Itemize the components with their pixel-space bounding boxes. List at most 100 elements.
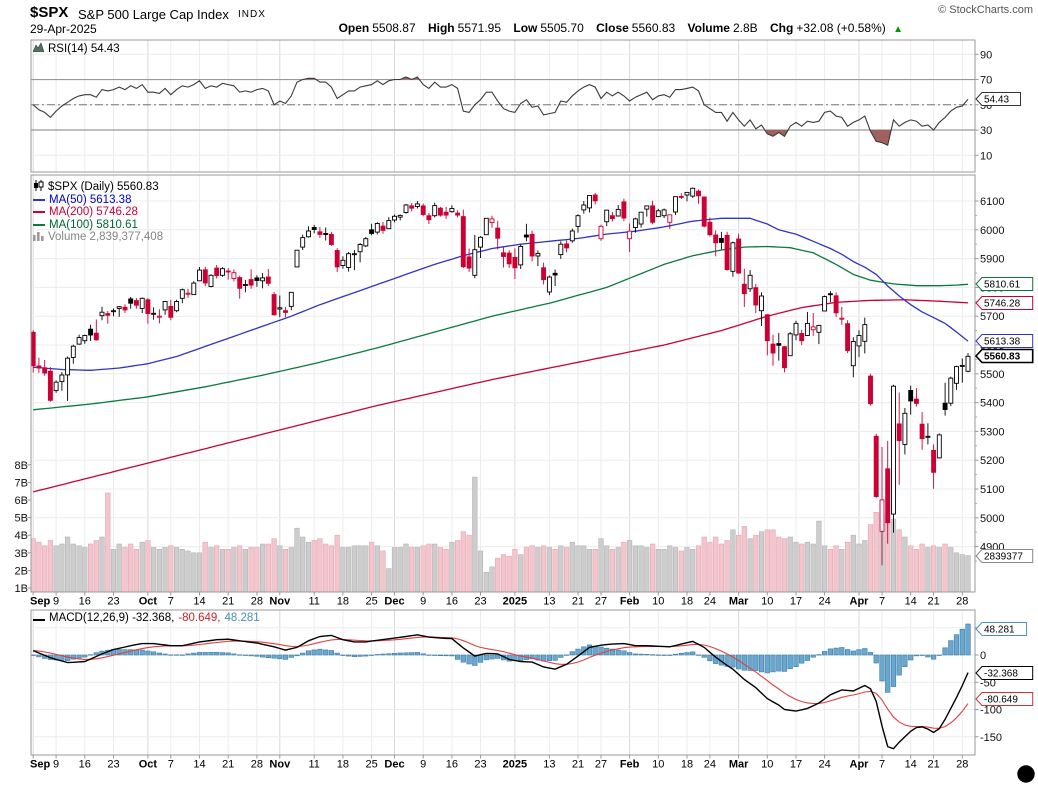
svg-text:Nov: Nov: [269, 596, 291, 608]
svg-text:8B: 8B: [15, 460, 28, 472]
ma200-legend-label: MA(200) 5746.28: [49, 206, 138, 218]
ticker-exchange: INDX: [238, 9, 266, 20]
svg-text:4B: 4B: [15, 530, 28, 542]
svg-text:2025: 2025: [503, 759, 527, 771]
ma100-line-swatch: [33, 223, 45, 226]
candlestick-icon: [33, 180, 44, 195]
ticker-symbol: $SPX: [30, 4, 69, 21]
price-callout: 5810.61: [975, 277, 1034, 291]
svg-text:0: 0: [980, 650, 986, 662]
svg-text:24: 24: [704, 596, 716, 608]
price-panel: [30, 174, 976, 593]
close-label: Close: [596, 21, 629, 35]
svg-text:9: 9: [420, 759, 426, 771]
svg-text:Sep: Sep: [30, 759, 50, 771]
svg-text:21: 21: [572, 596, 584, 608]
svg-text:5746.28: 5746.28: [984, 299, 1021, 310]
svg-text:Apr: Apr: [850, 759, 870, 771]
macd-line: [32, 634, 969, 750]
svg-text:10: 10: [652, 596, 664, 608]
svg-text:23: 23: [107, 596, 119, 608]
volume-layer: [30, 476, 971, 593]
svg-text:21: 21: [572, 759, 584, 771]
volume-axis-labels: 8B 7B 6B 5B 4B 3B 2B 1B: [15, 460, 31, 595]
svg-text:2025: 2025: [503, 596, 527, 608]
svg-text:10: 10: [980, 150, 992, 162]
macd-legend-label: MACD(12,26,9) -32.368,: [49, 612, 175, 624]
svg-text:Apr: Apr: [850, 596, 870, 608]
price-callout: 5560.83: [974, 348, 1034, 364]
price-callout: 5746.28: [975, 296, 1034, 310]
svg-text:24: 24: [704, 759, 716, 771]
svg-text:48.281: 48.281: [984, 625, 1015, 636]
svg-text:18: 18: [681, 759, 693, 771]
ma100-legend-label: MA(100) 5810.61: [49, 218, 138, 231]
x-axis-lower: Sep 9 16 23 Oct 7 14 21 28 Nov 11 18 25 Dec 9 16 23 2025 1…: [30, 755, 968, 771]
svg-text:11: 11: [308, 759, 319, 771]
svg-text:9: 9: [53, 596, 59, 608]
svg-text:90: 90: [980, 49, 992, 61]
rsi-line: [32, 76, 969, 146]
svg-text:14: 14: [193, 596, 205, 608]
ohlc-quote-row: Open 5508.87 High 5571.95 Low 5505.70 Close…: [330, 21, 903, 35]
ma100-line: [33, 245, 969, 411]
svg-text:16: 16: [79, 759, 91, 771]
svg-text:Oct: Oct: [139, 596, 158, 608]
rsi-legend-label: RSI(14) 54.43: [48, 43, 120, 55]
svg-text:Dec: Dec: [384, 759, 404, 771]
svg-text:13: 13: [543, 759, 555, 771]
ma50-legend-label: MA(50) 5613.38: [49, 193, 132, 206]
svg-text:70: 70: [980, 75, 992, 87]
volume-legend-label: Volume 2,839,377,408: [48, 231, 164, 243]
macd-signal-line: [33, 636, 969, 729]
macd-histogram: [30, 623, 971, 693]
svg-text:5100: 5100: [980, 484, 1004, 496]
svg-text:Dec: Dec: [384, 596, 404, 608]
macd-line-swatch: [33, 619, 45, 621]
open-label: Open: [338, 21, 370, 35]
svg-text:Mar: Mar: [729, 596, 749, 608]
vertical-gridlines: [32, 40, 963, 755]
svg-text:5700: 5700: [980, 311, 1004, 323]
symbol-legend-label: $SPX (Daily) 5560.83: [48, 181, 159, 193]
svg-text:Nov: Nov: [269, 759, 291, 771]
low-label: Low: [513, 21, 538, 35]
svg-text:23: 23: [107, 759, 119, 771]
svg-text:17: 17: [790, 596, 802, 608]
svg-text:16: 16: [79, 596, 91, 608]
candles-layer: [30, 187, 971, 566]
svg-text:5500: 5500: [980, 369, 1004, 381]
macd-signal-value: -80.649,: [178, 612, 221, 624]
svg-text:5200: 5200: [980, 455, 1004, 467]
svg-text:5560.83: 5560.83: [984, 352, 1021, 363]
price-legend: $SPX (Daily) 5560.83 MA(50) 5613.38 MA(2…: [33, 180, 164, 245]
chg-up-arrow-icon: ▲: [893, 24, 903, 35]
svg-text:5300: 5300: [980, 426, 1004, 438]
svg-text:Oct: Oct: [139, 759, 158, 771]
svg-text:Feb: Feb: [620, 596, 640, 608]
svg-text:-150: -150: [980, 732, 1002, 744]
rsi-panel: [30, 39, 976, 173]
svg-text:10: 10: [652, 759, 664, 771]
svg-text:-50: -50: [980, 677, 996, 689]
ma50-line-swatch: [33, 198, 45, 201]
svg-text:21: 21: [222, 759, 234, 771]
svg-text:18: 18: [681, 596, 693, 608]
macd-axis-labels: 500-50-100-150: [975, 623, 1002, 744]
svg-text:10: 10: [761, 759, 773, 771]
svg-text:2B: 2B: [15, 565, 28, 577]
svg-text:11: 11: [308, 596, 319, 608]
svg-text:14: 14: [193, 759, 205, 771]
svg-text:16: 16: [446, 596, 458, 608]
svg-text:Feb: Feb: [620, 759, 640, 771]
svg-text:14: 14: [905, 759, 917, 771]
high-label: High: [427, 21, 455, 35]
svg-text:2839377: 2839377: [984, 552, 1023, 563]
volume-bars-icon: [33, 231, 44, 245]
svg-text:23: 23: [474, 759, 486, 771]
svg-text:5400: 5400: [980, 398, 1004, 410]
svg-text:21: 21: [927, 759, 939, 771]
svg-text:24: 24: [818, 759, 830, 771]
black-dot: [1017, 765, 1035, 783]
